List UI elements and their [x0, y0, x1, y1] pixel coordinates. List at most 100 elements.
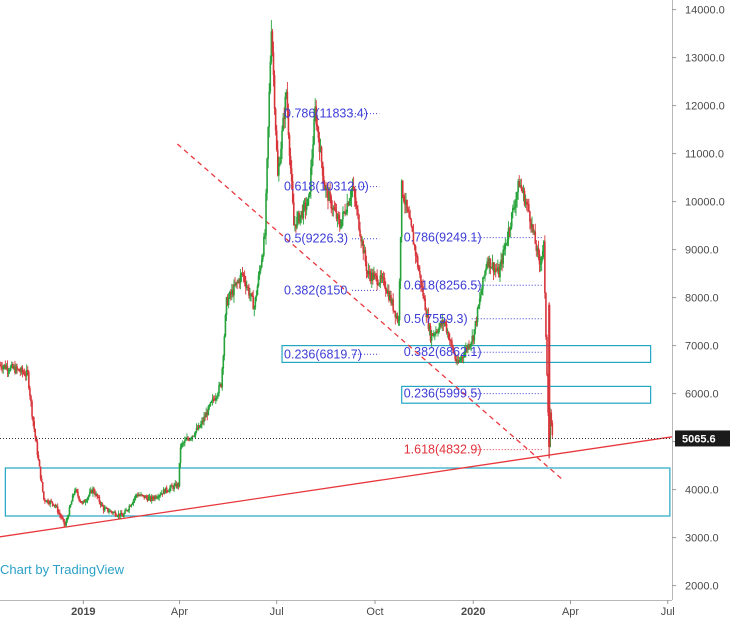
candle-body	[219, 383, 221, 386]
candle-body	[169, 487, 171, 491]
candle-body	[40, 478, 43, 483]
candle-body	[123, 513, 125, 517]
candle-body	[209, 402, 212, 406]
candle-body	[180, 443, 183, 448]
candle-body	[104, 507, 107, 509]
candle-body	[458, 360, 461, 363]
candle-body	[534, 231, 537, 244]
candle-body	[106, 507, 108, 509]
candle-body	[530, 221, 532, 228]
candle-body	[38, 459, 41, 467]
candle-body	[122, 515, 124, 517]
candle-body	[117, 513, 120, 516]
candle-body	[48, 503, 50, 505]
candle-body	[168, 490, 170, 492]
candle-body	[137, 494, 139, 497]
candle-body	[533, 231, 535, 233]
candle-body	[285, 91, 288, 97]
candle-body	[50, 500, 53, 502]
candle-body	[346, 202, 349, 213]
candle-body	[59, 512, 61, 515]
candle-body	[208, 405, 211, 407]
y-tick-label: 7000.0	[685, 341, 719, 353]
y-tick-label: 4000.0	[685, 485, 719, 497]
candle-body	[343, 211, 345, 213]
candle-body	[83, 500, 86, 503]
candle-body	[86, 497, 89, 501]
candle-body	[229, 292, 232, 295]
candle-body	[120, 512, 123, 516]
candle-body	[234, 284, 236, 286]
candle-body	[497, 267, 499, 271]
candle-body	[5, 366, 8, 369]
candle-body	[395, 315, 398, 318]
candle-body	[510, 212, 513, 227]
candle-body	[157, 497, 159, 499]
candle-body	[231, 289, 233, 295]
candle-body	[424, 298, 427, 311]
candle-body	[333, 207, 336, 210]
candle-body	[476, 307, 479, 323]
candle-body	[323, 182, 326, 191]
candle-body	[142, 495, 144, 497]
candle-body	[37, 455, 40, 460]
candle-body	[139, 495, 141, 497]
candle-body	[127, 509, 130, 511]
candle-body	[300, 211, 303, 216]
candle-body	[322, 175, 325, 183]
candle-body	[253, 307, 256, 310]
candle-body	[349, 197, 352, 202]
candle-body	[520, 185, 523, 189]
candle-body	[232, 289, 234, 296]
candle-body	[505, 242, 508, 245]
candle-body	[366, 271, 369, 274]
candle-body	[172, 486, 174, 489]
candle-body	[143, 495, 146, 499]
candle-body	[100, 503, 103, 505]
candle-body	[3, 364, 6, 367]
candle-body	[301, 211, 304, 218]
candle-body	[461, 356, 464, 358]
candle-body	[482, 277, 484, 290]
zone-box	[4, 467, 671, 517]
candle-body	[173, 485, 175, 489]
candle-body	[518, 181, 521, 188]
candle-body	[257, 275, 260, 286]
candle-body	[71, 495, 74, 502]
candle-body	[340, 227, 342, 229]
candle-body	[93, 488, 95, 493]
candle-body	[75, 489, 77, 492]
candle-body	[540, 256, 543, 264]
candle-body	[198, 425, 201, 428]
candle-body	[53, 504, 56, 506]
candle-body	[115, 515, 118, 517]
candle-body	[383, 277, 386, 287]
candle-body	[276, 149, 279, 176]
candle-body	[278, 164, 280, 176]
candle-body	[7, 370, 10, 372]
candle-body	[192, 435, 195, 437]
candle-body	[85, 500, 88, 502]
candle-body	[35, 437, 38, 443]
candle-body	[439, 322, 441, 328]
candle-body	[222, 355, 225, 369]
candle-body	[504, 244, 507, 250]
candle-body	[55, 506, 58, 508]
candle-body	[87, 495, 90, 498]
candle-body	[245, 286, 248, 288]
candle-body	[138, 495, 140, 497]
candle-body	[18, 369, 21, 372]
candle-body	[236, 282, 238, 284]
candle-body	[372, 272, 374, 280]
candle-body	[359, 229, 361, 237]
candle-body	[516, 192, 518, 199]
candle-body	[501, 259, 503, 264]
candle-body	[224, 314, 227, 337]
candle-body	[415, 255, 418, 257]
candle-body	[95, 493, 97, 496]
candle-body	[145, 496, 148, 498]
candle-body	[132, 499, 135, 504]
candle-body	[103, 507, 106, 511]
candle-body	[43, 491, 45, 500]
candle-body	[254, 297, 257, 308]
